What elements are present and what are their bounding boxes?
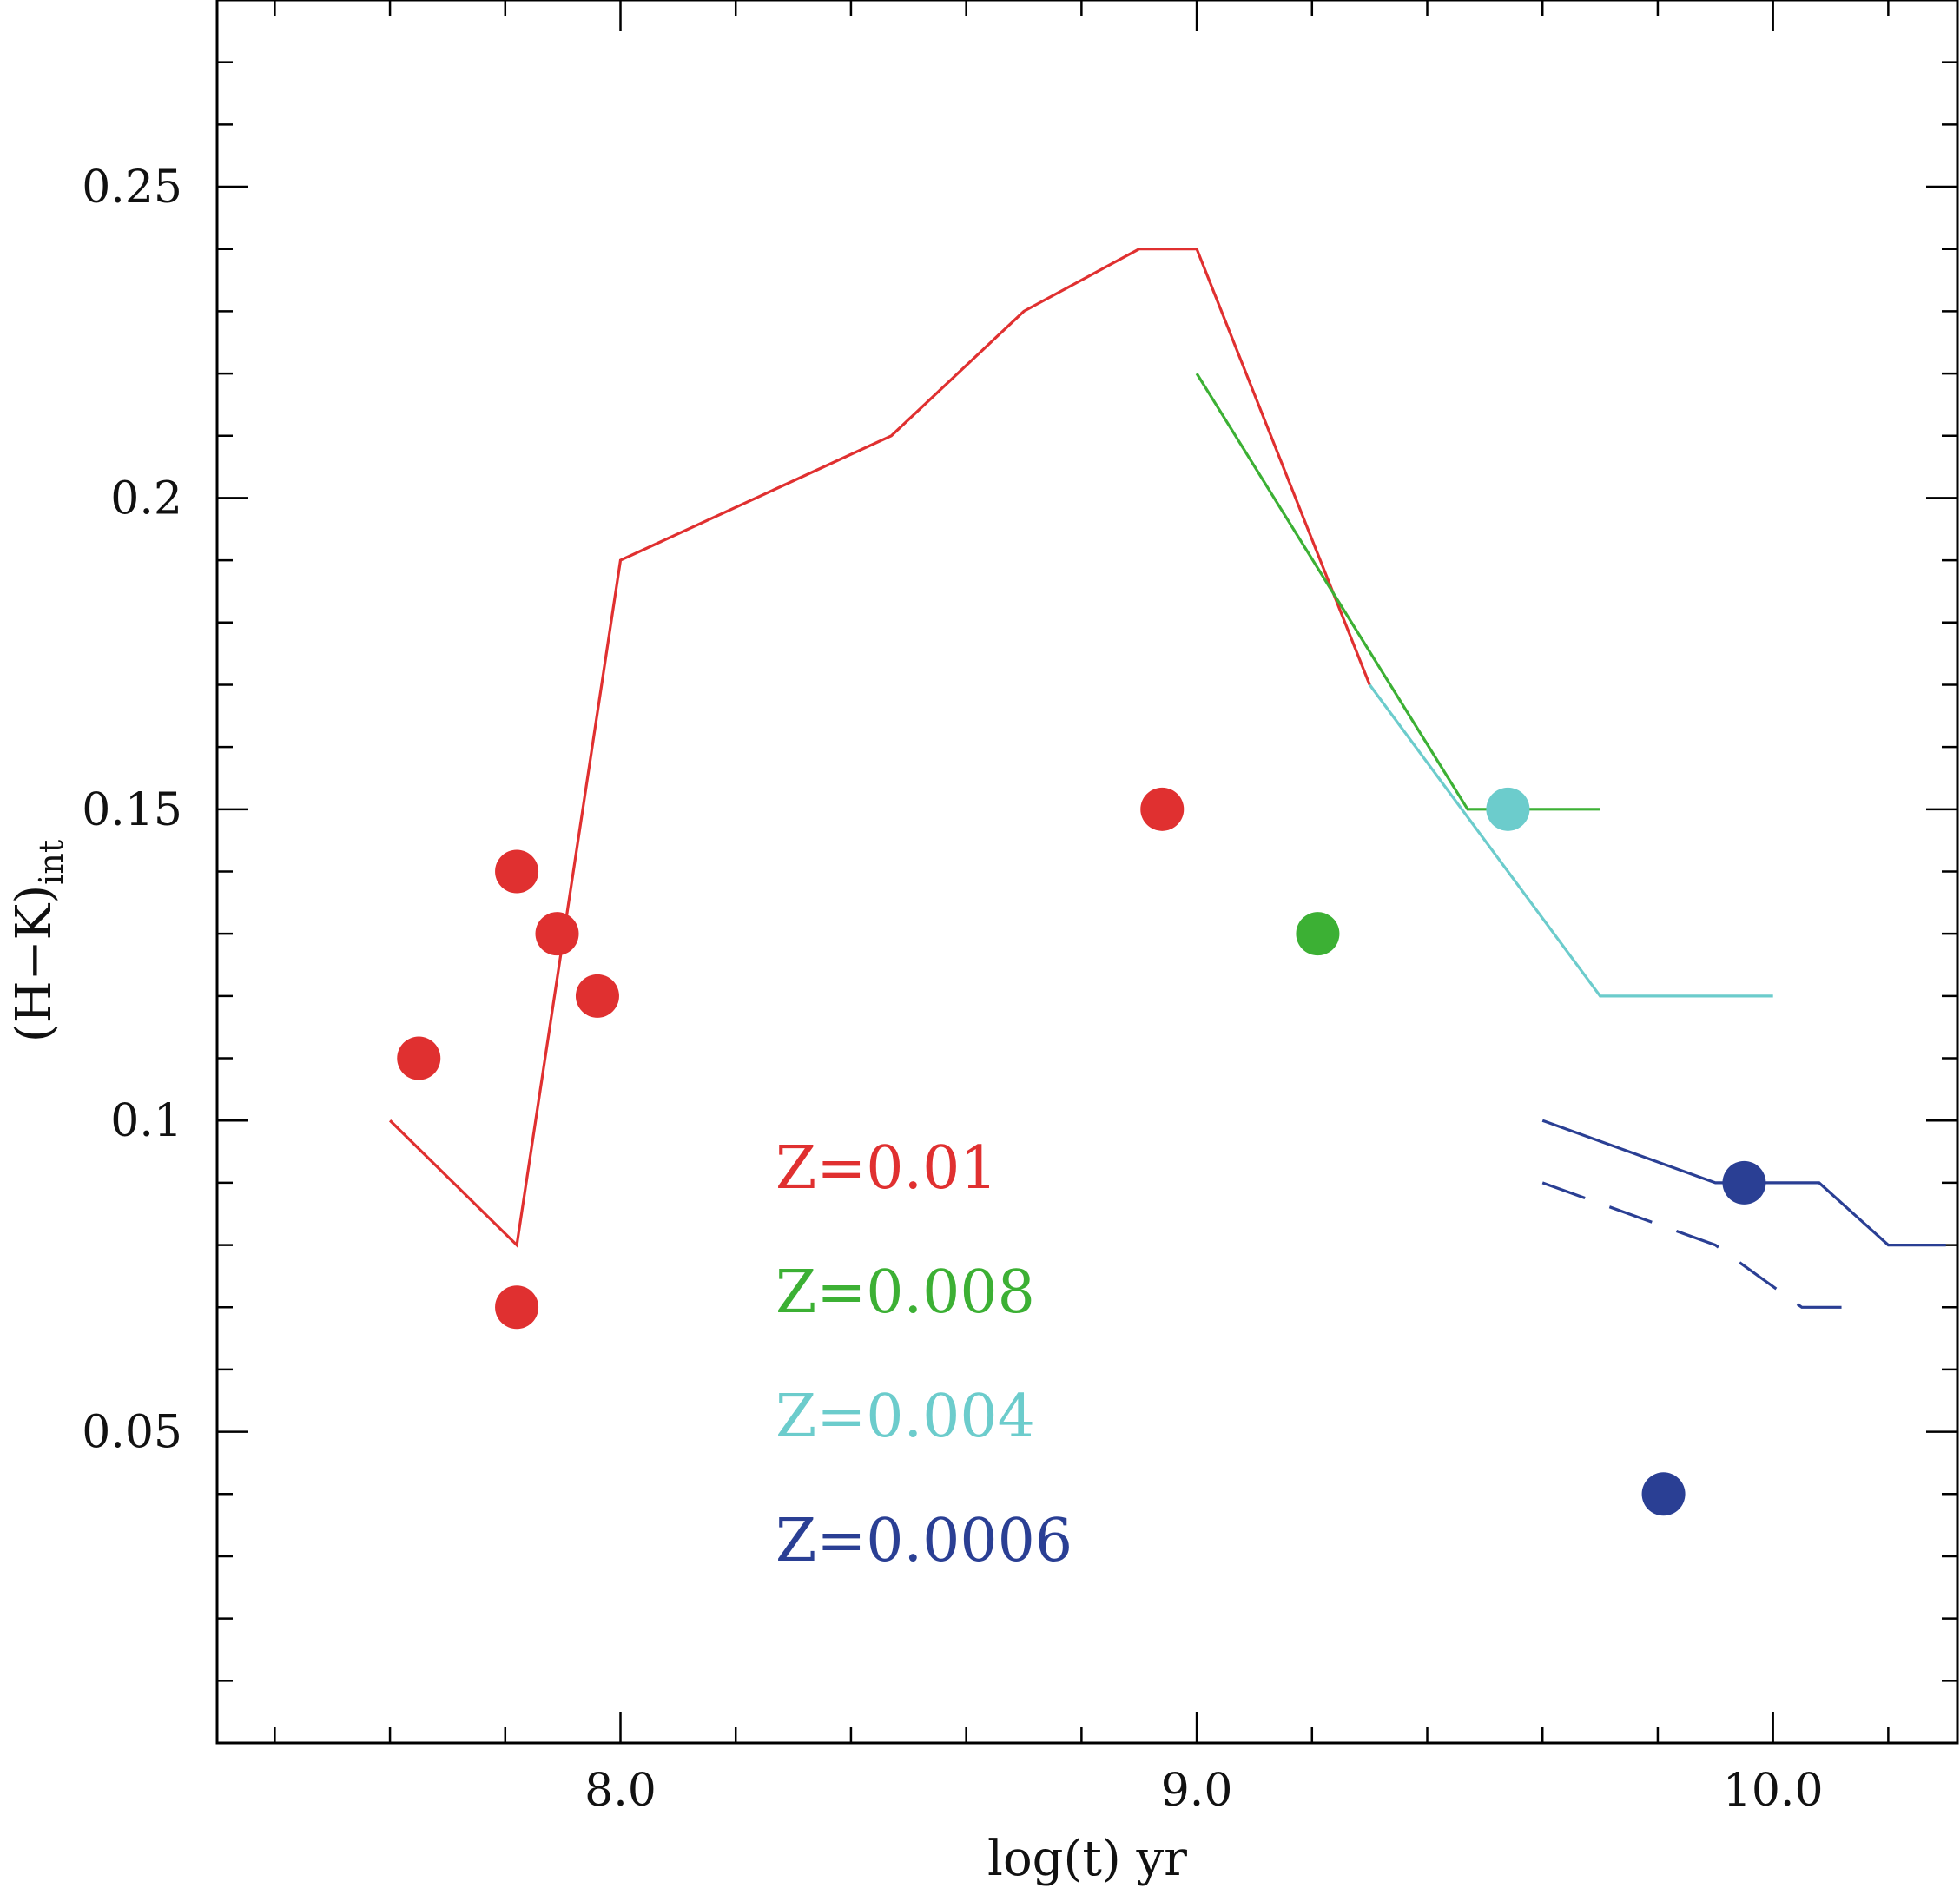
data-point: [1722, 1160, 1766, 1205]
y-tick-label: 0.2: [110, 472, 182, 525]
x-axis-title: log(t) yr: [987, 1831, 1187, 1887]
scatter-points: [397, 787, 1766, 1516]
series-line: [1541, 1119, 1946, 1247]
tick-labels: 8.0 9.0 10.0 0.05 0.1 0.15 0.2 0.25: [82, 162, 1823, 1817]
series-line: [1368, 683, 1773, 998]
x-tick-label: 9.0: [1161, 1765, 1233, 1817]
data-point: [575, 974, 619, 1018]
y-tick-label: 0.15: [82, 784, 182, 836]
y-axis-title: (H−K)int: [6, 840, 70, 1042]
y-tick-label: 0.05: [82, 1407, 182, 1459]
y-axis-title-main: (H−K): [6, 885, 63, 1042]
legend-entry: Z=0.004: [775, 1383, 1035, 1451]
y-tick-label: 0.25: [82, 162, 182, 214]
series-line: [1541, 1181, 1860, 1309]
plot-frame: [215, 0, 1959, 1745]
series-line: [388, 248, 1371, 1248]
series-lines: [388, 248, 1946, 1309]
axis-ticks: [217, 0, 1957, 1743]
data-point: [1641, 1472, 1686, 1516]
data-point: [1486, 787, 1530, 831]
legend-entry: Z=0.01: [775, 1134, 998, 1203]
data-point: [535, 912, 579, 956]
legend-entry: Z=0.0006: [775, 1507, 1072, 1575]
y-axis-title-subscript: int: [32, 840, 70, 885]
data-point: [397, 1036, 441, 1080]
data-point: [1296, 912, 1340, 956]
x-tick-label: 10.0: [1723, 1765, 1824, 1817]
y-tick-label: 0.1: [110, 1095, 182, 1147]
legend: Z=0.01 Z=0.008 Z=0.004 Z=0.0006: [775, 1134, 1072, 1575]
data-point: [1140, 787, 1185, 831]
data-point: [495, 1285, 539, 1330]
series-line: [1195, 373, 1600, 811]
x-tick-label: 8.0: [584, 1765, 657, 1817]
legend-entry: Z=0.008: [775, 1258, 1035, 1327]
data-point: [495, 849, 539, 894]
